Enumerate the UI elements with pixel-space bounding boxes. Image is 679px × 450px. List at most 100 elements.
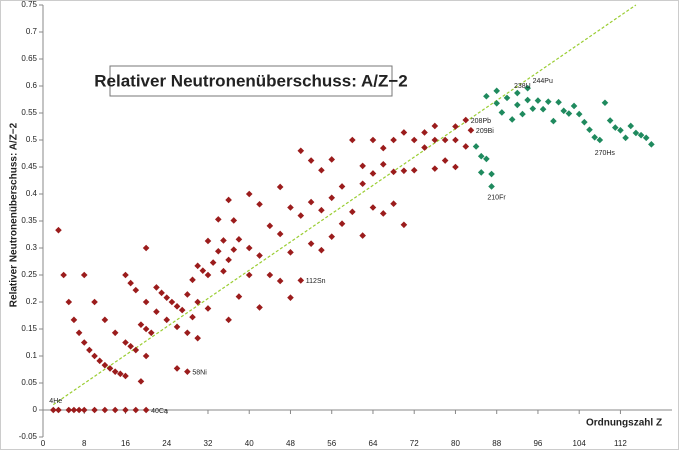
y-tick-label: 0.65 (21, 54, 37, 63)
data-point (410, 136, 418, 144)
data-point (421, 144, 428, 151)
y-tick-label: 0.55 (21, 108, 37, 117)
data-point (637, 131, 645, 139)
data-point (565, 110, 573, 117)
data-point (390, 136, 397, 144)
data-point (611, 124, 619, 131)
y-tick-label: 0.15 (21, 324, 37, 333)
data-point (519, 110, 526, 118)
data-point (544, 98, 552, 105)
data-point (307, 198, 315, 206)
x-tick-label: 0 (41, 439, 46, 448)
data-point (390, 200, 397, 208)
data-point (194, 262, 201, 270)
annotation: 58Ni (192, 370, 207, 377)
annotation: 4He (49, 398, 62, 405)
data-point (204, 271, 212, 279)
data-point (642, 134, 650, 142)
data-point (591, 134, 598, 141)
data-point (245, 271, 253, 279)
annotation: 112Sn (306, 278, 326, 285)
data-point (307, 157, 315, 164)
data-point (256, 200, 263, 208)
data-point (65, 406, 73, 414)
data-point (70, 316, 78, 324)
data-point (318, 206, 325, 214)
data-point (127, 342, 134, 350)
annotation: 208Pb (471, 118, 491, 125)
data-point (534, 97, 542, 104)
data-point (158, 289, 165, 297)
x-tick-label: 80 (451, 439, 460, 448)
annotation: 209Bi (476, 128, 494, 135)
data-point (338, 220, 346, 227)
data-point (462, 116, 470, 124)
data-point (276, 183, 284, 191)
data-point (122, 372, 129, 380)
data-point (483, 92, 490, 100)
data-point (50, 406, 57, 414)
data-point (132, 286, 140, 294)
data-point (369, 170, 377, 177)
data-point (173, 365, 181, 372)
data-point (245, 190, 253, 198)
data-point (163, 316, 171, 324)
data-point (214, 247, 222, 255)
y-tick-label: 0.5 (26, 135, 38, 144)
data-point (369, 136, 377, 144)
data-point (204, 237, 212, 245)
y-tick-label: -0.05 (19, 432, 38, 441)
data-point (204, 305, 212, 312)
data-point (493, 99, 501, 107)
annotation: 270Hs (595, 150, 616, 157)
data-point (173, 323, 181, 331)
data-point (287, 249, 294, 256)
data-point (142, 244, 150, 252)
chart-title: Relativer Neutronenüberschuss: A/Z−2 (94, 71, 408, 90)
data-point (122, 406, 129, 414)
data-point (147, 329, 155, 337)
data-point (235, 236, 243, 243)
y-tick-label: 0.6 (26, 81, 38, 90)
data-point (142, 298, 150, 306)
data-point (142, 352, 150, 360)
y-tick-label: 0.45 (21, 162, 37, 171)
y-tick-label: 0 (33, 405, 38, 414)
data-point (132, 346, 140, 354)
data-point (472, 143, 480, 150)
data-point (441, 136, 449, 144)
data-point (441, 157, 449, 164)
data-point (189, 313, 196, 321)
annotation: 210Fr (487, 194, 506, 201)
data-point (80, 339, 88, 346)
data-point (359, 162, 366, 170)
data-point (178, 306, 186, 314)
data-point (189, 276, 196, 284)
data-point (493, 87, 501, 95)
data-point (529, 105, 537, 112)
data-point (581, 118, 588, 126)
data-point (297, 277, 305, 284)
data-point (596, 136, 604, 144)
x-tick-label: 96 (533, 439, 542, 448)
x-tick-label: 112 (614, 439, 627, 448)
data-point (117, 370, 124, 378)
data-point (220, 237, 227, 244)
data-point (111, 368, 119, 375)
data-point (266, 271, 274, 279)
data-point (153, 308, 160, 316)
data-point (209, 259, 217, 266)
trendline (52, 4, 637, 406)
data-point (586, 126, 593, 134)
y-tick-label: 0.7 (26, 27, 38, 36)
data-point (184, 368, 191, 375)
data-point (467, 126, 475, 134)
data-point (65, 298, 73, 306)
data-point (524, 84, 531, 92)
data-point (194, 334, 201, 342)
data-point (560, 107, 568, 115)
y-tick-label: 0.05 (21, 378, 37, 387)
data-point (431, 136, 439, 144)
title-box (109, 65, 393, 97)
data-point (276, 277, 284, 285)
